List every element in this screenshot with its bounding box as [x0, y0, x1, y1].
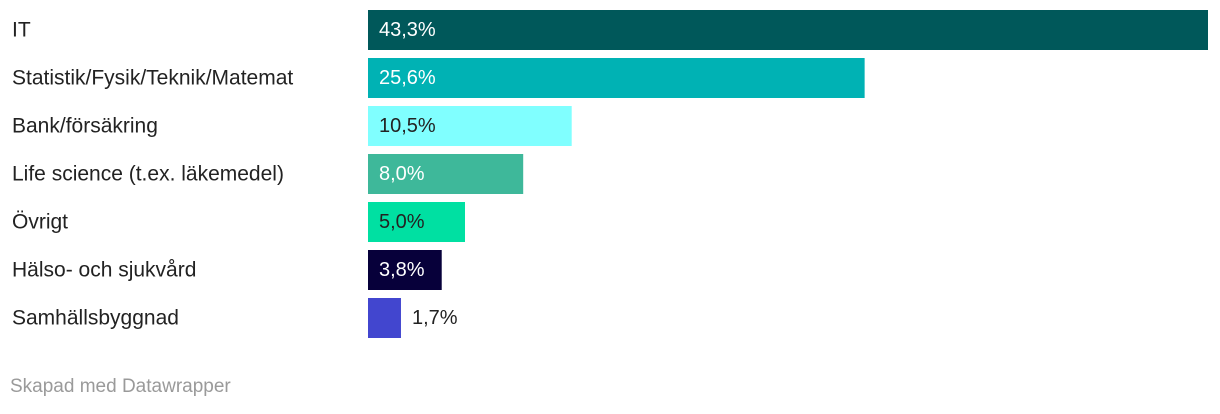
bar: [368, 106, 572, 146]
value-label: 43,3%: [379, 19, 436, 41]
bar: [368, 10, 1208, 50]
category-label: Samhällsbyggnad: [12, 307, 179, 330]
chart-credit: Skapad med Datawrapper: [10, 376, 231, 397]
value-label: 25,6%: [379, 67, 436, 89]
value-label: 1,7%: [412, 307, 458, 329]
value-label: 10,5%: [379, 115, 436, 137]
value-label: 3,8%: [379, 259, 425, 281]
bar: [368, 154, 524, 194]
value-label: 5,0%: [379, 211, 425, 233]
category-label: Hälso- och sjukvård: [12, 259, 196, 282]
category-label: IT: [12, 19, 31, 42]
bar: [368, 58, 865, 98]
category-label: Life science (t.ex. läkemedel): [12, 163, 284, 186]
category-label: Övrigt: [12, 211, 68, 234]
category-label: Statistik/Fysik/Teknik/Matemat: [12, 67, 293, 90]
bar: [368, 202, 465, 242]
category-label: Bank/försäkring: [12, 115, 158, 138]
bar: [368, 298, 401, 338]
bar-chart: IT 43,3% Statistik/Fysik/Teknik/Matemat 25,…: [12, 10, 1208, 338]
bar: [368, 250, 442, 290]
value-label: 8,0%: [379, 163, 425, 185]
